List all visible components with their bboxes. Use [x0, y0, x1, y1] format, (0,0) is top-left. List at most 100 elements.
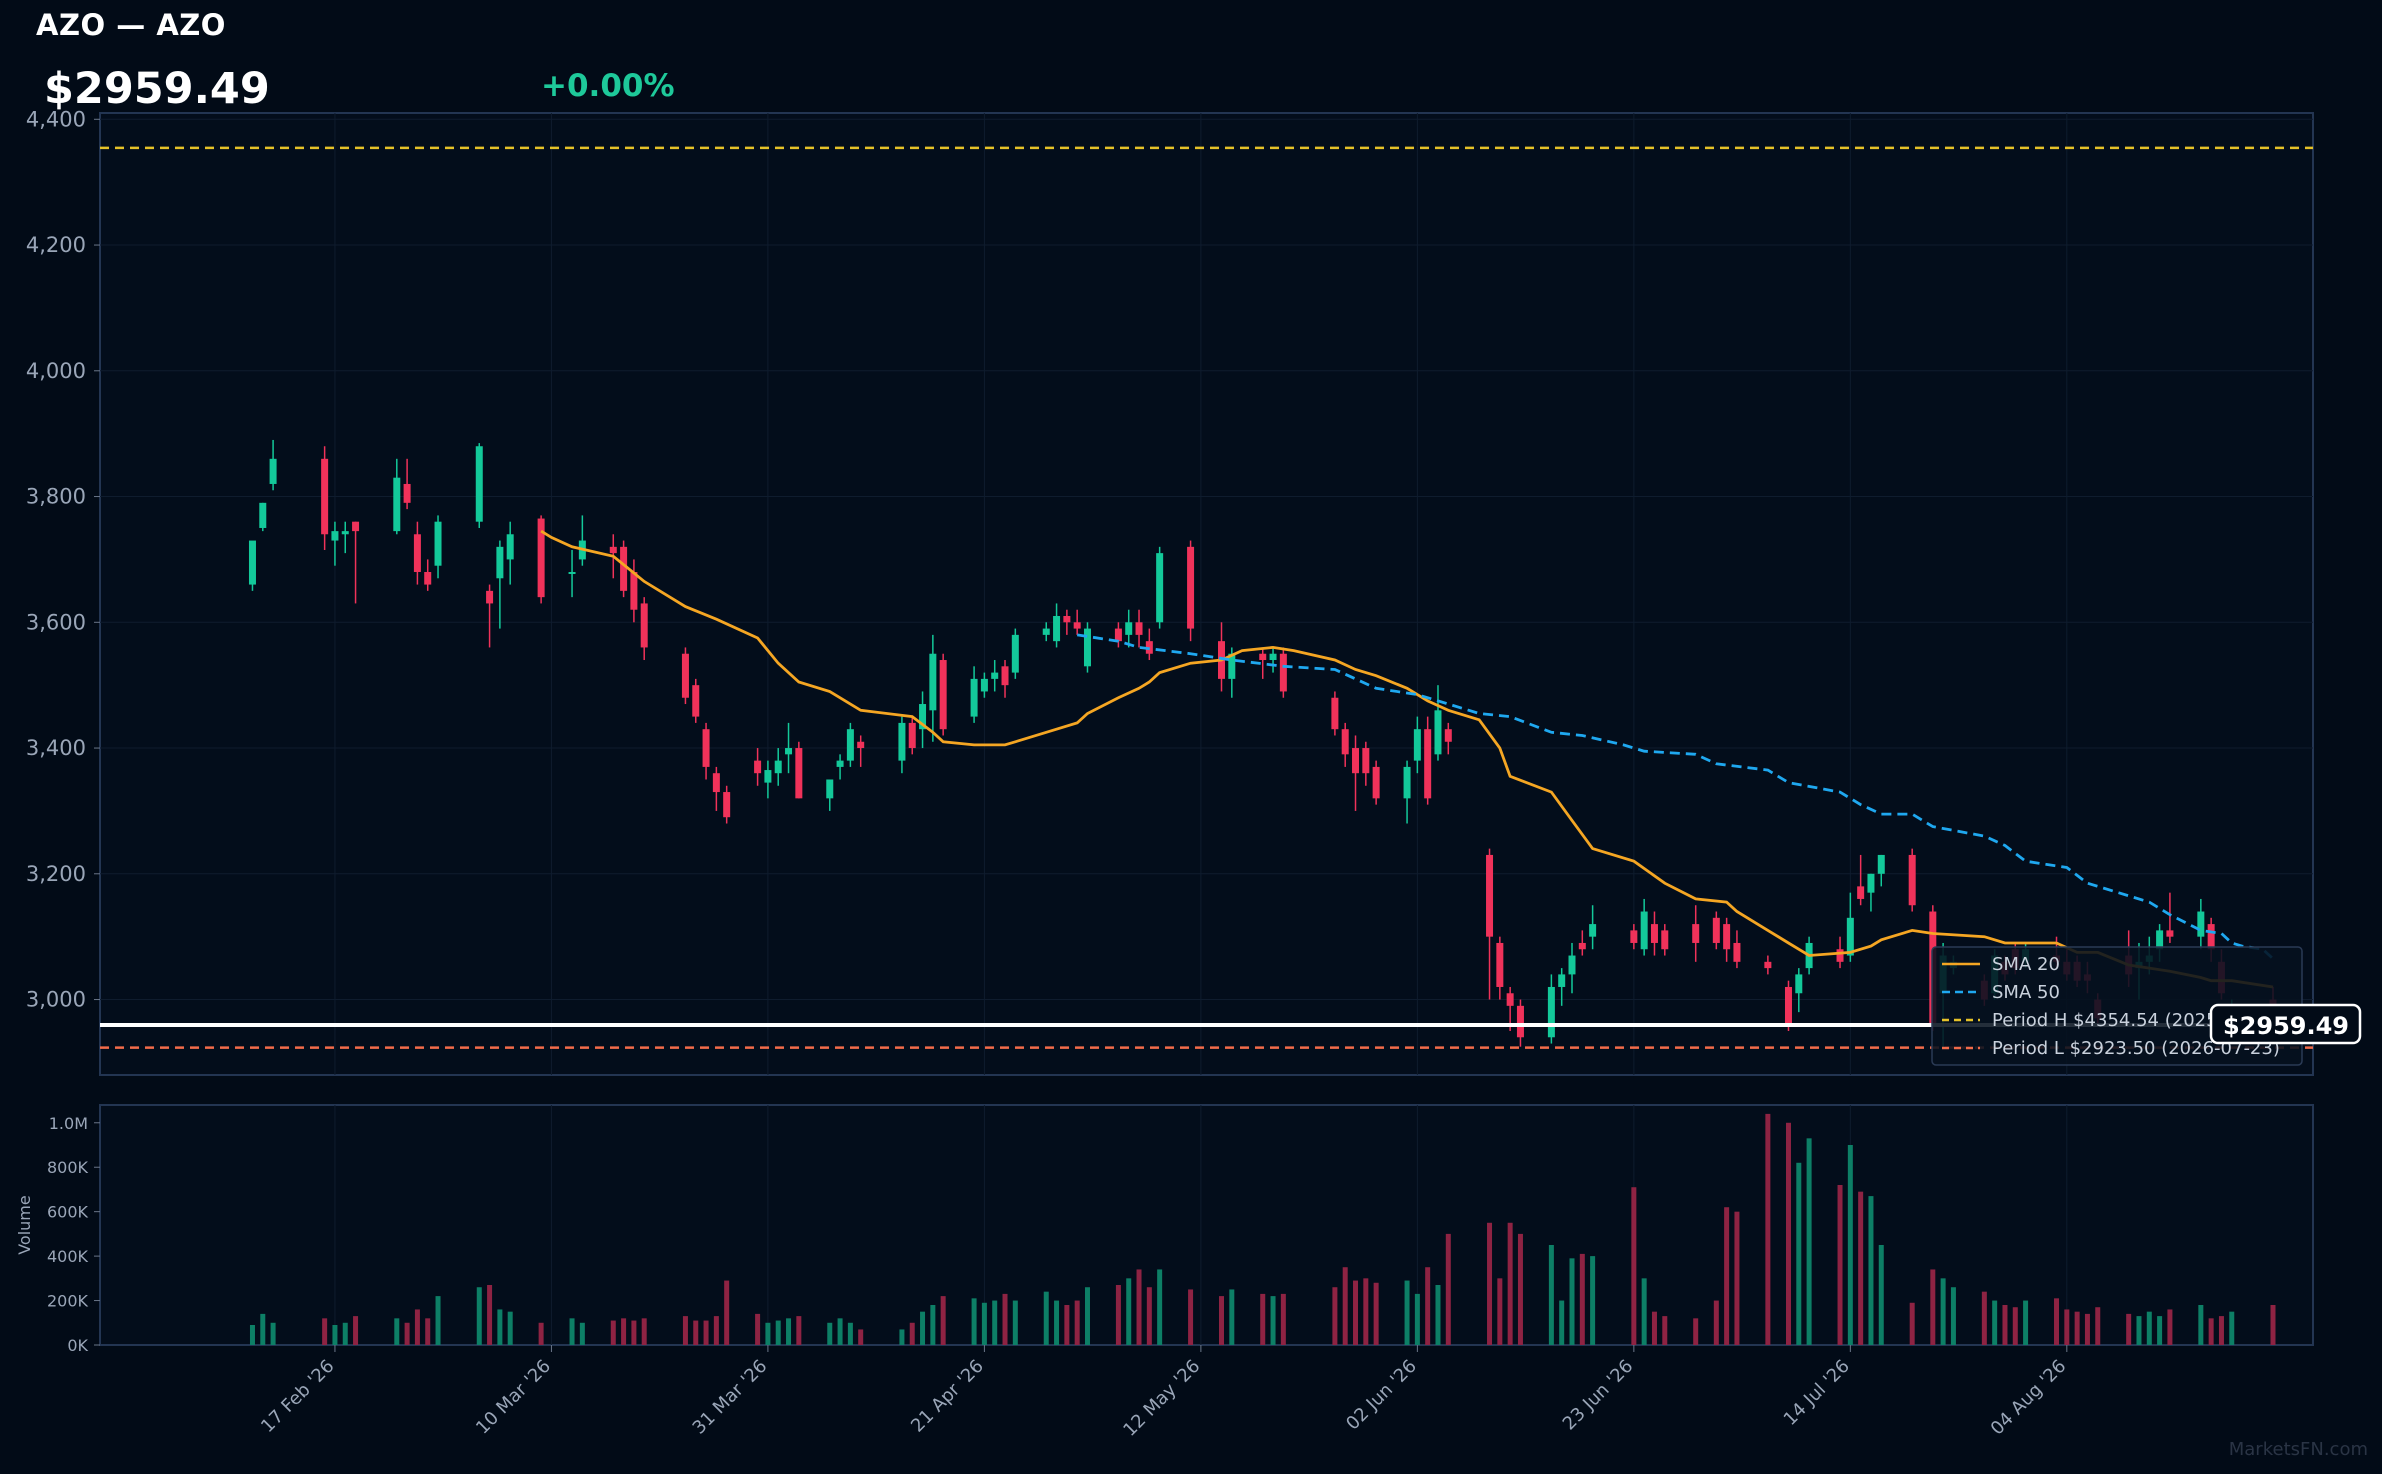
date-tick-label: 17 Feb '26 [257, 1356, 338, 1437]
volume-bar [2126, 1313, 2132, 1345]
candle [2166, 892, 2174, 943]
candle [1908, 848, 1916, 912]
candle-body [774, 760, 782, 774]
candle-body [2207, 924, 2215, 950]
candle-body [1589, 924, 1597, 937]
volume-bar [1950, 1287, 1956, 1345]
candle-body [898, 722, 906, 761]
date-tick-label: 23 Jun '26 [1559, 1356, 1638, 1435]
candle-body [939, 660, 947, 730]
volume-bar [1517, 1233, 1523, 1345]
candle-body [1486, 854, 1494, 937]
candle [1156, 546, 1164, 629]
volume-bar [1724, 1207, 1730, 1345]
candle [1650, 911, 1658, 956]
candle-body [1279, 653, 1287, 692]
candle [1259, 647, 1267, 679]
candle [1073, 609, 1081, 635]
candle [1362, 741, 1370, 786]
candle-body [1352, 748, 1360, 774]
volume-tick-label: 400K [47, 1247, 89, 1266]
candle [1712, 911, 1720, 950]
candle [826, 779, 834, 811]
volume-bar [1280, 1293, 1286, 1345]
volume-bar [1765, 1113, 1771, 1345]
candle-body [2166, 930, 2174, 937]
date-tick-label: 14 Jul '26 [1780, 1356, 1854, 1430]
candle-body [1877, 854, 1885, 874]
last-price-label: $2959.49 [2223, 1012, 2349, 1040]
candle-body [1661, 930, 1669, 950]
volume-bar [2023, 1300, 2029, 1345]
candle-body [1857, 886, 1865, 899]
volume-bar [425, 1318, 431, 1345]
candle [2197, 898, 2205, 950]
volume-bar [641, 1318, 647, 1345]
volume-bar [1342, 1267, 1348, 1345]
volume-bar [2208, 1318, 2214, 1345]
candle-body [620, 546, 628, 591]
volume-bar [920, 1311, 926, 1345]
volume-bar [1651, 1311, 1657, 1345]
volume-bar [1043, 1291, 1049, 1345]
volume-bar [270, 1322, 276, 1345]
candle [269, 439, 277, 491]
candle [929, 634, 937, 742]
volume-bar [1641, 1278, 1647, 1345]
candle [1640, 898, 1648, 956]
candle-body [764, 770, 772, 783]
candle-body [1125, 622, 1133, 635]
candle-body [1908, 854, 1916, 906]
volume-bar [1847, 1145, 1853, 1345]
candle [1486, 848, 1494, 1000]
volume-bar [579, 1322, 585, 1345]
current-price: $2959.49 [44, 64, 270, 114]
price-panel [99, 112, 2314, 1076]
volume-bar [1054, 1300, 1060, 1345]
volume-bar [909, 1322, 915, 1345]
candle [754, 748, 762, 786]
candle-body [1372, 766, 1380, 799]
volume-bar [827, 1322, 833, 1345]
candle [785, 722, 793, 774]
candle [640, 597, 648, 661]
volume-bar [394, 1318, 400, 1345]
volume-bar [1868, 1196, 1874, 1345]
candle [774, 748, 782, 786]
volume-bar [971, 1298, 977, 1345]
volume-bar [1579, 1253, 1585, 1345]
candle-body [908, 722, 916, 749]
candle [1053, 603, 1061, 648]
volume-bar [1693, 1318, 1699, 1345]
candle [764, 760, 772, 799]
candle-body [352, 521, 360, 532]
candle-body [1424, 729, 1432, 799]
candle-body [537, 518, 545, 598]
volume-bar [1785, 1122, 1791, 1345]
volume-bar [2136, 1316, 2142, 1345]
price-tick-label: 3,400 [26, 736, 86, 760]
candle [857, 735, 865, 767]
volume-bar [1713, 1300, 1719, 1345]
candle [1341, 722, 1349, 767]
candle [1733, 930, 1741, 969]
candle-body [785, 748, 793, 755]
candle [1352, 735, 1360, 811]
candle-body [723, 792, 731, 818]
volume-bar [476, 1287, 482, 1345]
volume-axis-label: Volume [15, 1195, 34, 1255]
volume-bar [1332, 1287, 1338, 1345]
volume-bar [1662, 1316, 1668, 1345]
volume-bar [249, 1325, 255, 1345]
volume-bar [682, 1316, 688, 1345]
candle [1331, 691, 1339, 736]
candle-body [1156, 553, 1164, 623]
candle-body [1764, 961, 1772, 969]
volume-bar [1219, 1296, 1224, 1345]
volume-bar [404, 1322, 410, 1345]
volume-bar [796, 1316, 802, 1345]
volume-bar [487, 1285, 493, 1345]
date-tick-label: 10 Mar '26 [472, 1356, 555, 1439]
candle-body [1011, 634, 1019, 673]
